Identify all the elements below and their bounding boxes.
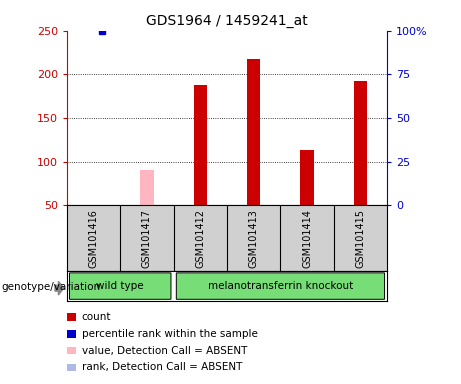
Bar <box>247 59 260 205</box>
Text: GSM101414: GSM101414 <box>302 209 312 268</box>
FancyArrow shape <box>55 281 64 295</box>
Text: melanotransferrin knockout: melanotransferrin knockout <box>208 281 353 291</box>
Bar <box>301 151 314 205</box>
Text: count: count <box>82 312 111 322</box>
Bar <box>354 81 367 205</box>
FancyBboxPatch shape <box>70 273 171 299</box>
Text: genotype/variation: genotype/variation <box>1 282 100 292</box>
Text: GSM101413: GSM101413 <box>249 209 259 268</box>
Title: GDS1964 / 1459241_at: GDS1964 / 1459241_at <box>146 14 308 28</box>
Text: wild type: wild type <box>96 281 144 291</box>
Text: GSM101416: GSM101416 <box>89 209 99 268</box>
Text: GSM101412: GSM101412 <box>195 209 205 268</box>
Text: GSM101417: GSM101417 <box>142 209 152 268</box>
Bar <box>194 85 207 205</box>
Text: rank, Detection Call = ABSENT: rank, Detection Call = ABSENT <box>82 362 242 372</box>
Text: value, Detection Call = ABSENT: value, Detection Call = ABSENT <box>82 346 247 356</box>
Text: GSM101415: GSM101415 <box>355 209 366 268</box>
Bar <box>140 170 154 205</box>
Text: percentile rank within the sample: percentile rank within the sample <box>82 329 258 339</box>
FancyBboxPatch shape <box>176 273 384 299</box>
